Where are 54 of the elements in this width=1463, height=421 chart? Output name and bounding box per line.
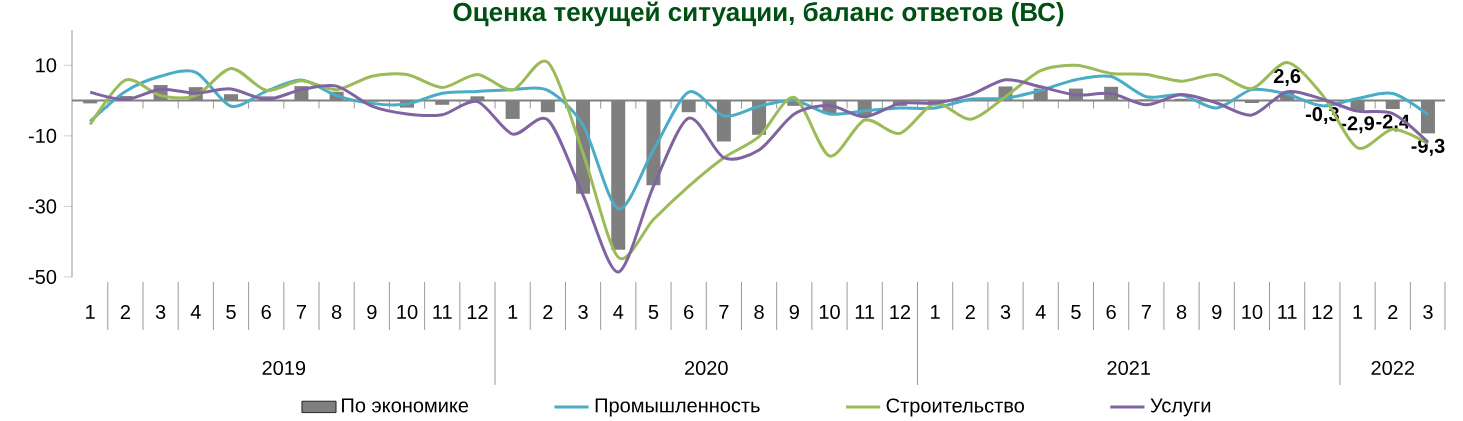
legend-label: По экономике bbox=[342, 398, 469, 413]
x-tick-label: 8 bbox=[331, 304, 342, 320]
x-tick-label: 11 bbox=[855, 305, 875, 319]
legend-label: Строительство bbox=[886, 398, 1024, 417]
x-tick-label: 3 bbox=[155, 304, 166, 320]
x-tick-label: 10 bbox=[1242, 304, 1263, 320]
x-tick-label: 12 bbox=[467, 305, 488, 319]
x-tick-label: 11 bbox=[433, 305, 452, 319]
x-tick-label: 5 bbox=[648, 305, 659, 319]
x-tick-label: 2 bbox=[1388, 305, 1398, 319]
x-tick-label: 3 bbox=[578, 304, 588, 320]
y-tick-label: -50 bbox=[28, 269, 57, 285]
x-tick-label: 4 bbox=[1035, 305, 1046, 319]
x-tick-label: 2 bbox=[543, 305, 553, 319]
data-label: -2,9 bbox=[1341, 116, 1375, 134]
x-tick-label: 3 bbox=[1423, 304, 1433, 320]
x-tick-label: 7 bbox=[1141, 305, 1151, 319]
x-tick-label: 4 bbox=[613, 305, 624, 319]
x-tick-label: 5 bbox=[226, 305, 236, 319]
x-tick-label: 9 bbox=[789, 304, 799, 320]
chart-title: Оценка текущей ситуации, баланс ответов (ВС) bbox=[453, 1, 1064, 27]
legend-label: Промышленность bbox=[595, 398, 760, 417]
legend-label: Услуги bbox=[1150, 398, 1211, 417]
text: 2019 bbox=[262, 360, 306, 376]
x-tick-label: 1 bbox=[931, 305, 940, 319]
x-tick-label: 8 bbox=[1176, 304, 1187, 320]
x-tick-label: 10 bbox=[819, 304, 840, 320]
y-tick-label: 10 bbox=[36, 58, 57, 73]
x-tick-label: 5 bbox=[1071, 305, 1081, 319]
x-tick-label: 10 bbox=[397, 304, 418, 320]
x-tick-label: 8 bbox=[754, 304, 764, 320]
data-label: 2,6 bbox=[1273, 68, 1301, 86]
x-tick-label: 6 bbox=[1106, 304, 1116, 320]
x-tick-label: 12 bbox=[890, 305, 911, 319]
x-tick-label: 4 bbox=[190, 305, 201, 319]
y-tick-label: -10 bbox=[28, 128, 57, 143]
x-tick-label: 9 bbox=[1212, 304, 1222, 320]
x-tick-label: 1 bbox=[508, 305, 518, 319]
x-tick-label: 11 bbox=[1278, 305, 1297, 319]
x-tick-label: 2 bbox=[965, 305, 975, 319]
text: 2022 bbox=[1371, 360, 1414, 376]
x-tick-label: 7 bbox=[719, 305, 729, 319]
x-tick-label: 6 bbox=[684, 304, 694, 320]
x-tick-label: 1 bbox=[86, 305, 95, 319]
x-tick-label: 1 bbox=[1353, 305, 1363, 319]
text: 2020 bbox=[685, 360, 728, 376]
x-tick-label: 3 bbox=[1000, 304, 1011, 320]
x-tick-label: 2 bbox=[120, 305, 130, 319]
x-tick-label: 7 bbox=[296, 305, 306, 319]
x-tick-label: 6 bbox=[261, 304, 271, 320]
y-tick-label: -30 bbox=[28, 199, 57, 214]
x-tick-label: 12 bbox=[1312, 305, 1333, 319]
x-tick-label: 9 bbox=[367, 304, 377, 320]
text: 2021 bbox=[1107, 360, 1150, 376]
